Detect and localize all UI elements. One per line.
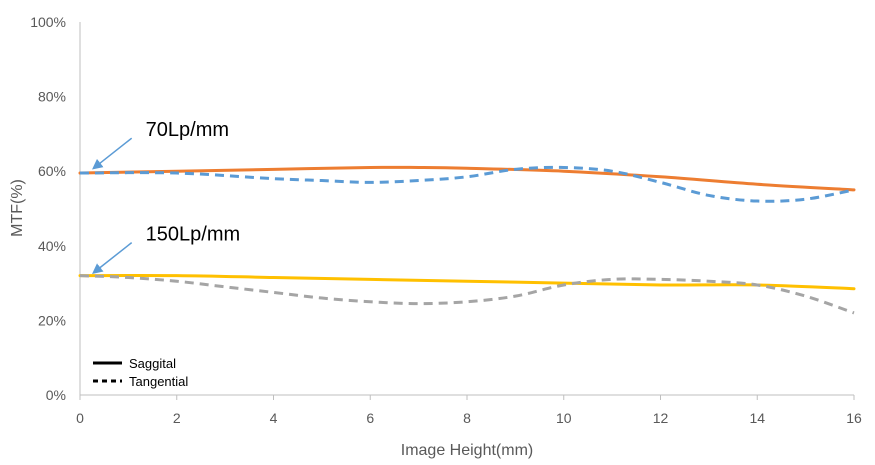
y-tick-label: 20%	[38, 312, 66, 328]
series-layer	[78, 165, 856, 315]
x-tick-label: 8	[463, 410, 471, 426]
x-tick-labels: 0 2 4 6 8 10 12 14 16	[76, 410, 862, 426]
y-tick-label: 60%	[38, 163, 66, 179]
legend-label: Tangential	[129, 374, 188, 389]
x-tick-label: 6	[366, 410, 374, 426]
70lp-mm-tangential-line	[79, 165, 855, 203]
150lp-mm-tangential-line	[79, 274, 855, 315]
x-tick-label: 2	[173, 410, 181, 426]
annotation-label: 70Lp/mm	[146, 119, 229, 141]
x-tick-label: 16	[846, 410, 862, 426]
y-tick-label: 40%	[38, 238, 66, 254]
y-tick-label: 100%	[30, 14, 66, 30]
axes	[79, 22, 855, 400]
x-tick-label: 14	[749, 410, 765, 426]
x-tick-label: 12	[653, 410, 669, 426]
70lp-mm-saggital-line	[78, 165, 856, 192]
annotation-arrow	[92, 137, 133, 170]
annotation-arrow	[92, 242, 133, 274]
annotation-layer: 70Lp/mm 150Lp/mm	[92, 119, 241, 274]
y-tick-labels: 0% 20% 40% 60% 80% 100%	[30, 14, 66, 403]
150lp-mm-saggital-line	[78, 274, 856, 291]
x-tick-label: 10	[556, 410, 572, 426]
y-tick-label: 80%	[38, 89, 66, 105]
x-axis-title: Image Height(mm)	[401, 442, 533, 459]
y-tick-label: 0%	[46, 387, 66, 403]
y-axis-title: MTF(%)	[9, 179, 26, 237]
x-tick-label: 4	[270, 410, 278, 426]
legend-label: Saggital	[129, 356, 176, 371]
x-tick-label: 0	[76, 410, 84, 426]
legend: Saggital Tangential	[93, 356, 188, 389]
annotation-label: 150Lp/mm	[146, 224, 241, 246]
